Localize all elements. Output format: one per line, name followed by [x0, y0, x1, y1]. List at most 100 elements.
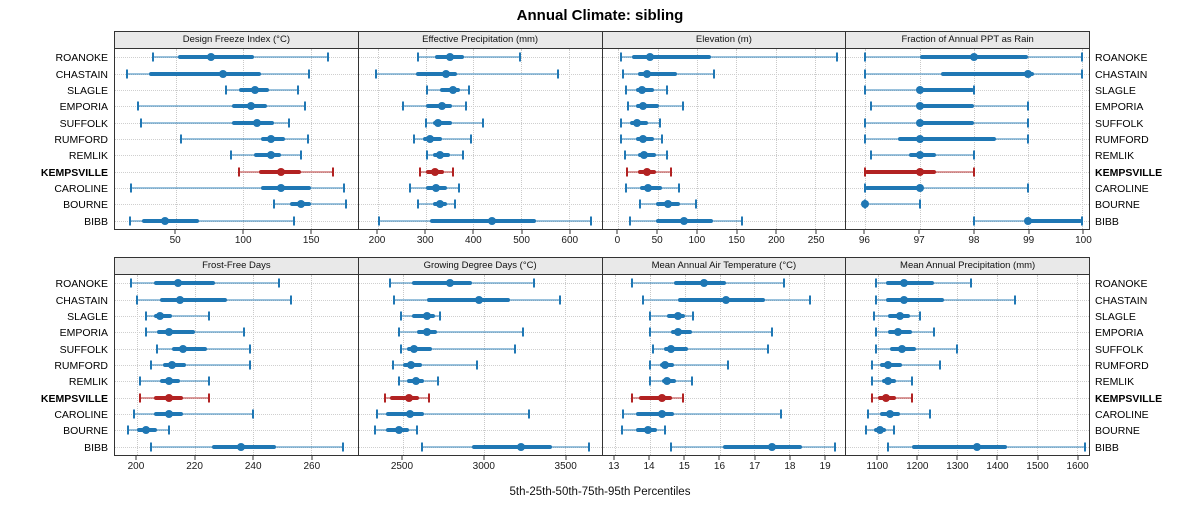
- row-label-emporia: EMPORIA: [1095, 327, 1144, 340]
- whisker-cap: [327, 52, 330, 62]
- median-dot: [173, 279, 182, 288]
- percentile-bar-25-75: [941, 71, 1034, 76]
- whisker-cap: [622, 409, 625, 419]
- row-label-roanoke: ROANOKE: [55, 52, 108, 65]
- percentile-range-5-95: [392, 364, 478, 366]
- axis-tick-label: 50: [651, 235, 663, 246]
- whisker-cap: [681, 393, 684, 403]
- percentile-bar-25-75: [885, 281, 934, 286]
- row-label-remlik: REMLIK: [68, 376, 108, 389]
- whisker-cap: [864, 85, 867, 95]
- gridline-horizontal: [846, 283, 1089, 285]
- percentile-range-5-95: [620, 56, 838, 59]
- whisker-cap: [519, 52, 522, 62]
- panel-strip-label: Growing Degree Days (°C): [358, 258, 602, 275]
- whisker-cap: [229, 150, 232, 160]
- whisker-cap: [712, 69, 715, 79]
- gridline-horizontal: [602, 332, 846, 334]
- median-dot: [673, 328, 682, 337]
- median-dot: [435, 151, 444, 160]
- whisker-cap: [871, 376, 874, 386]
- whisker-cap: [670, 167, 673, 177]
- median-dot: [657, 393, 666, 402]
- gridline-horizontal: [358, 430, 602, 432]
- whisker-cap: [619, 52, 622, 62]
- median-dot: [643, 69, 652, 78]
- axis-tick: [718, 456, 720, 460]
- whisker-cap: [306, 134, 309, 144]
- panel-plot: [846, 49, 1089, 229]
- whisker-cap: [136, 101, 139, 111]
- median-dot: [297, 200, 306, 209]
- axis-tick-label: 100: [688, 235, 706, 246]
- axis-tick: [1028, 230, 1030, 234]
- label-spacer: [2, 257, 114, 276]
- row-label-caroline: CAROLINE: [54, 183, 108, 196]
- percentile-range-5-95: [865, 187, 1029, 190]
- whisker-cap: [467, 85, 470, 95]
- whisker-cap: [970, 278, 973, 288]
- whisker-cap: [297, 85, 300, 95]
- whisker-cap: [620, 134, 623, 144]
- percentile-bar-25-75: [432, 120, 452, 125]
- median-dot: [915, 85, 924, 94]
- axis-tick-label: 500: [513, 235, 530, 246]
- axis-tick: [918, 230, 920, 234]
- panel-axis: 13 14 15 16 17 18 19: [602, 456, 847, 478]
- axis-tick-label: 96: [858, 235, 870, 246]
- median-dot: [426, 135, 435, 143]
- whisker-cap: [1014, 295, 1017, 305]
- panel-frame: Mean Annual Air Temperature (°C): [601, 257, 847, 456]
- whisker-cap: [669, 442, 672, 452]
- percentile-range-5-95: [145, 314, 210, 317]
- gridline-horizontal: [358, 155, 602, 157]
- axis-tick-label: 3000: [472, 461, 495, 472]
- whisker-cap: [224, 85, 227, 95]
- median-dot: [267, 151, 276, 160]
- median-dot: [448, 85, 457, 94]
- whisker-cap: [559, 295, 562, 305]
- percentile-range-5-95: [151, 364, 251, 366]
- median-dot: [438, 102, 447, 111]
- whisker-cap: [150, 360, 153, 370]
- whisker-cap: [589, 216, 592, 226]
- percentile-bar-25-75: [865, 186, 920, 191]
- gridline-horizontal: [602, 171, 846, 173]
- axis-tick-label: 14: [643, 461, 655, 472]
- median-dot: [164, 393, 173, 402]
- panel-axis: 96 97 98 99 100: [845, 230, 1092, 252]
- row-label-rumford: RUMFORD: [54, 359, 108, 372]
- gridline-horizontal: [115, 139, 358, 140]
- median-dot: [517, 442, 526, 451]
- axis-tick-label: 100: [1075, 235, 1092, 246]
- median-dot: [164, 328, 173, 337]
- median-dot: [639, 135, 648, 143]
- whisker-cap: [1027, 118, 1030, 128]
- gridline-horizontal: [358, 315, 602, 317]
- percentile-bar-25-75: [897, 137, 996, 141]
- axis-tick-label: 99: [1023, 235, 1035, 246]
- whisker-cap: [398, 327, 401, 337]
- median-dot: [885, 410, 894, 419]
- median-dot: [409, 344, 418, 353]
- median-dot: [405, 393, 414, 402]
- percentile-bar-25-75: [637, 71, 678, 76]
- median-dot: [639, 102, 648, 111]
- whisker-cap: [238, 167, 241, 177]
- gridline-horizontal: [115, 397, 358, 399]
- median-dot: [861, 200, 870, 209]
- whisker-cap: [779, 409, 782, 419]
- median-dot: [897, 344, 906, 353]
- axis-tick-label: 16: [713, 461, 726, 472]
- whisker-cap: [418, 167, 421, 177]
- whisker-cap: [619, 118, 622, 128]
- median-dot: [431, 167, 440, 176]
- panel-strip-label: Elevation (m): [602, 32, 846, 49]
- axis-tick: [876, 456, 878, 460]
- axis-tick: [376, 230, 378, 234]
- axis-tick: [973, 230, 975, 234]
- whisker-cap: [470, 134, 473, 144]
- whisker-cap: [664, 425, 667, 435]
- whisker-cap: [249, 360, 252, 370]
- percentile-bar-25-75: [639, 395, 673, 400]
